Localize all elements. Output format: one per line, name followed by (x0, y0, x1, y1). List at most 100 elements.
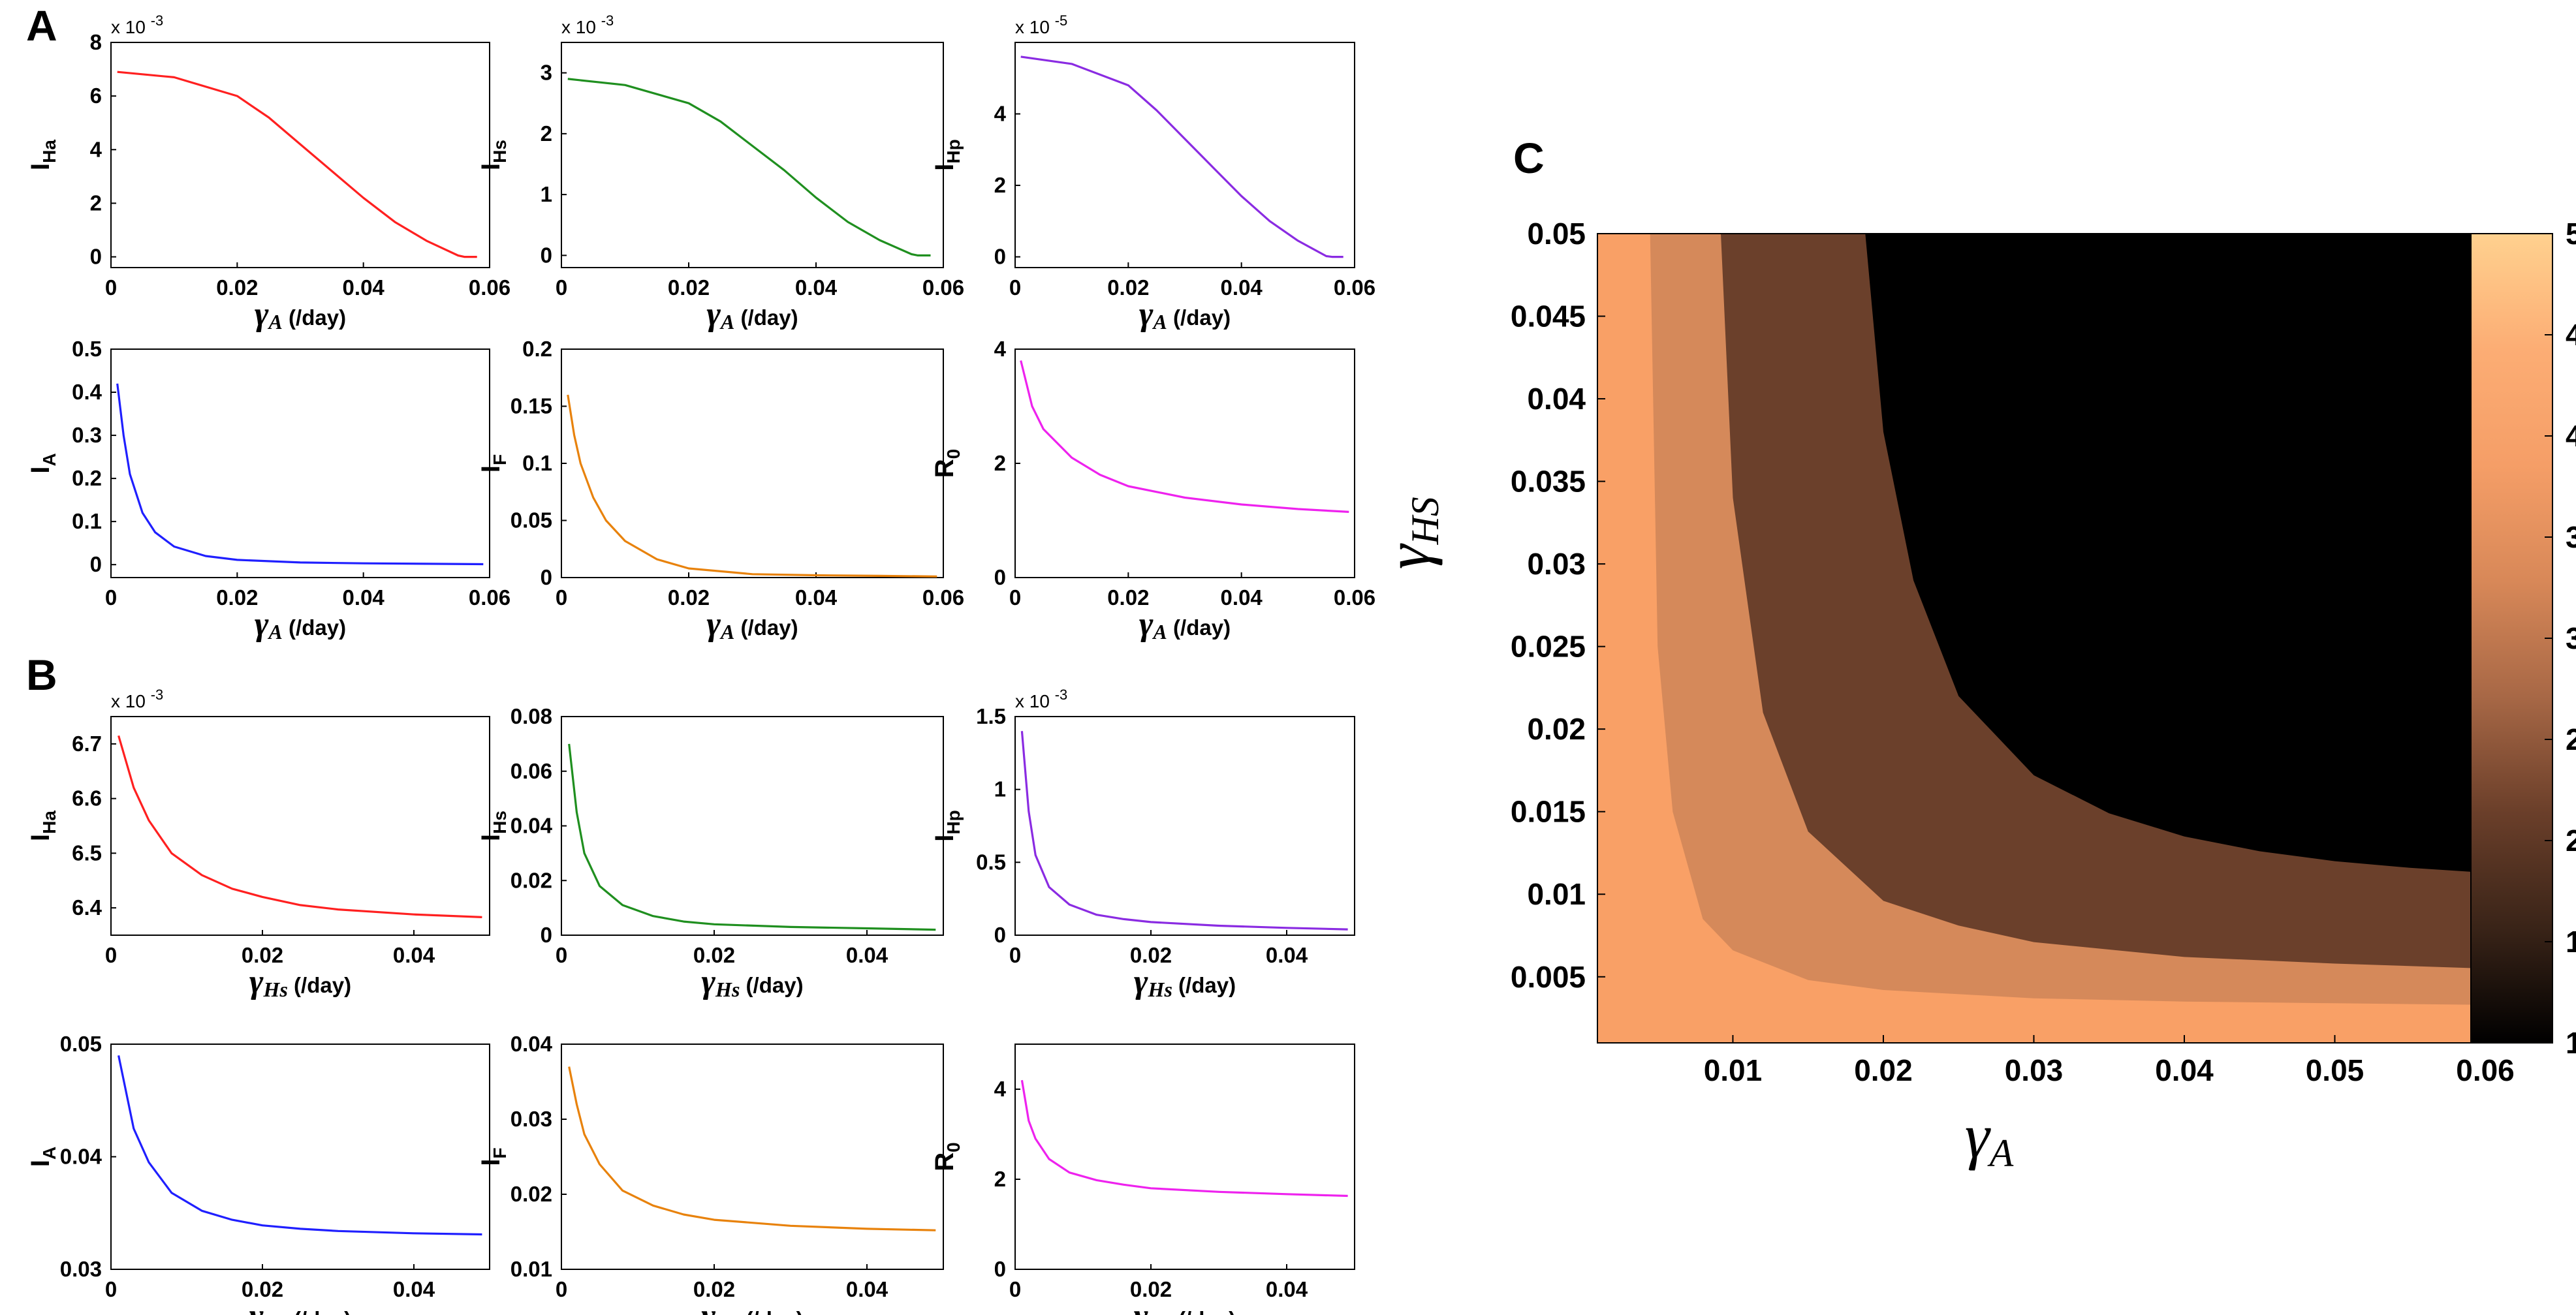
y-tick-label: 4 (994, 1077, 1007, 1101)
y-tick-label: 2 (994, 173, 1006, 197)
x-tick-label: 0.06 (2456, 1053, 2515, 1087)
colorbar-tick-label: 3.5 (2566, 520, 2576, 554)
x-tick-label: 0.02 (216, 275, 258, 300)
x-tick-label: 0.02 (242, 1277, 283, 1301)
x-tick-label: 0.04 (393, 1277, 435, 1301)
y-tick-label: 0 (994, 565, 1006, 589)
plot-area (1014, 42, 1355, 268)
y-tick-label: 4 (994, 337, 1007, 361)
y-tick-label: 0 (90, 245, 102, 269)
panel-label-b: B (26, 651, 57, 699)
y-axis-label: IHs (477, 811, 510, 841)
series-line (1020, 1079, 1348, 1198)
y-multiplier: x 10 -3 (1015, 687, 1067, 711)
x-axis-label: γA (/day) (1139, 296, 1231, 333)
y-tick-label: 0.05 (510, 508, 552, 533)
x-tick-label: 0.04 (1266, 943, 1308, 967)
x-tick-label: 0.02 (1130, 1277, 1172, 1301)
x-tick-label: 0 (556, 1277, 567, 1301)
x-tick-label: 0 (105, 585, 117, 610)
x-axis-label: γHs (/day) (249, 963, 351, 1001)
chart-b2: 0 0.02 0.04 0 0.02 0.04 0.06 0.08 IHs γHs (/day) (477, 704, 944, 1001)
x-axis-label: γA (1965, 1101, 2014, 1175)
contour-chart: 0.01 0.02 0.03 0.04 0.05 0.06 0.005 0.01 0.015 0.… (1373, 217, 2576, 1175)
plot-area (1014, 1044, 1355, 1270)
y-tick-label: 0.015 (1511, 795, 1586, 829)
plot-area (561, 348, 944, 578)
y-tick-label: 2 (994, 451, 1006, 475)
chart-b5: 0 0.02 0.04 0.01 0.02 0.03 0.04 IF γHs (/day) (477, 1032, 944, 1315)
plot-area (561, 42, 944, 268)
colorbar-tick-label: 1 (2566, 1026, 2576, 1060)
x-tick-label: 0.04 (795, 275, 838, 300)
x-tick-label: 0.02 (1130, 943, 1172, 967)
y-axis-label: γHS (1373, 497, 1447, 569)
series-line (567, 394, 937, 578)
x-tick-label: 0.04 (343, 275, 385, 300)
y-tick-label: 6.6 (72, 786, 102, 811)
chart-a5: 0 0.02 0.04 0.06 0 0.05 0.1 0.15 0.2 IF γA (/day) (477, 337, 964, 643)
colorbar-tick-label: 3 (2566, 621, 2576, 655)
y-axis-label: IF (477, 454, 510, 472)
plot-area (110, 716, 490, 936)
x-tick-label: 0.01 (1704, 1053, 1763, 1087)
panel-label-a: A (26, 1, 57, 50)
plot-area (110, 1044, 490, 1270)
x-tick-label: 0 (1009, 943, 1021, 967)
region-inner (1865, 234, 2485, 873)
x-tick-label: 0.06 (1334, 585, 1375, 610)
y-tick-label: 0 (994, 245, 1006, 269)
y-tick-label: 0.4 (72, 380, 102, 404)
y-tick-label: 3 (541, 61, 552, 85)
x-tick-label: 0.04 (1221, 585, 1263, 610)
y-tick-label: 0.03 (60, 1257, 102, 1281)
y-tick-label: 0.5 (976, 850, 1006, 874)
x-tick-label: 0.06 (922, 585, 964, 610)
y-tick-label: 0.035 (1511, 465, 1586, 499)
series-line (568, 1066, 936, 1231)
y-tick-label: 0 (994, 1257, 1006, 1281)
chart-a1: 0 0.02 0.04 0.06 0 2 4 6 8 x 10 -3 IHa γA (/day) (26, 12, 510, 333)
y-tick-label: 6.7 (72, 732, 102, 756)
x-tick-label: 0.03 (2005, 1053, 2064, 1087)
x-tick-label: 0 (105, 943, 117, 967)
y-axis-label: IHa (26, 811, 59, 841)
y-tick-label: 0 (994, 923, 1006, 947)
colorbar (2470, 233, 2553, 1044)
y-tick-label: 1 (994, 777, 1006, 801)
x-axis-label: γHs (/day) (1134, 963, 1236, 1001)
chart-b4: 0 0.02 0.04 0.03 0.04 0.05 IA γHs (/day) (26, 1032, 490, 1315)
y-tick-label: 0.03 (510, 1107, 552, 1131)
x-axis-label: γA (/day) (255, 296, 346, 333)
y-multiplier: x 10 -3 (561, 12, 614, 37)
x-tick-label: 0.02 (668, 585, 710, 610)
plot-area (1014, 348, 1355, 578)
plot-area (110, 42, 490, 268)
y-axis-label: IA (26, 453, 59, 473)
x-tick-label: 0 (556, 585, 567, 610)
x-tick-label: 0.04 (846, 1277, 888, 1301)
x-tick-label: 0.04 (1221, 275, 1263, 300)
x-tick-label: 0 (105, 1277, 117, 1301)
y-tick-label: 0.02 (510, 868, 552, 892)
y-tick-label: 4 (90, 137, 102, 161)
colorbar-tick-label: 4 (2566, 419, 2576, 453)
y-tick-label: 2 (90, 191, 102, 215)
y-tick-label: 8 (90, 30, 102, 54)
y-axis-label: R0 (930, 449, 964, 478)
y-tick-label: 0 (541, 243, 552, 267)
x-tick-label: 0 (556, 275, 567, 300)
y-multiplier: x 10 -3 (111, 687, 163, 711)
x-tick-label: 0.02 (216, 585, 258, 610)
x-tick-label: 0.02 (693, 1277, 735, 1301)
x-tick-label: 0.06 (469, 585, 510, 610)
y-axis-label: IA (26, 1147, 59, 1167)
panel-label-c: C (1513, 134, 1545, 182)
y-tick-label: 1 (541, 182, 552, 206)
y-tick-label: 0.05 (1527, 217, 1586, 251)
y-tick-label: 0.04 (1527, 382, 1586, 416)
y-tick-label: 2 (541, 121, 552, 146)
y-tick-label: 0.06 (510, 759, 552, 783)
colorbar-tick-label: 2.5 (2566, 722, 2576, 756)
x-tick-label: 0.05 (2306, 1053, 2364, 1087)
